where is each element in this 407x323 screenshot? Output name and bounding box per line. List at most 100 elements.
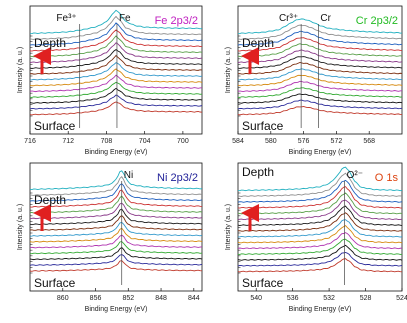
spectrum-line — [29, 54, 203, 75]
fe-2p32-panel: Fe³⁺ Fe 716 712 708 704 700 Fe 2p3/2 Depth Su… — [17, 5, 203, 156]
spectrum-line — [237, 225, 403, 244]
spectrum-line — [29, 42, 203, 64]
x-ticks: 716 712 708 704 700 — [24, 131, 189, 145]
x-tick-label: 528 — [360, 295, 372, 302]
x-tick-label: 704 — [139, 138, 151, 145]
x-tick-label: 572 — [331, 138, 343, 145]
peak-markers: Fe³⁺ Fe — [56, 13, 131, 128]
x-axis-label: Binding Energy (eV) — [85, 149, 148, 156]
y-axis-label: Intensity (a. u.) — [225, 47, 232, 93]
spectrum-line — [29, 227, 203, 243]
y-ticks — [30, 35, 33, 117]
spectrum-line — [237, 49, 403, 64]
panel-title: Ni 2p3/2 — [157, 172, 198, 184]
ni-2p32-panel: Ni 860 856 852 848 844 Ni 2p3/2 Depth Surfac… — [17, 162, 203, 313]
o-1s-panel: O²⁻ 540 536 532 528 524 O 1s Depth Surface B… — [225, 162, 407, 313]
spectrum-line — [237, 205, 403, 226]
y-ticks — [238, 192, 241, 274]
spectrum-line — [237, 166, 403, 192]
spectrum-line — [29, 208, 203, 226]
x-tick-label: 524 — [396, 295, 407, 302]
x-tick-label: 712 — [62, 138, 74, 145]
x-tick-label: 568 — [363, 138, 375, 145]
spectrum-line — [29, 81, 203, 98]
x-ticks: 540 536 532 528 524 — [250, 288, 407, 302]
spectrum-line — [237, 219, 403, 238]
x-ticks: 584 580 576 572 568 — [232, 131, 375, 145]
spectrum-line — [237, 186, 403, 209]
x-tick-label: 848 — [155, 295, 167, 302]
spectrum-line — [237, 18, 403, 35]
spectrum-line — [237, 251, 403, 267]
spectrum-line — [29, 189, 203, 208]
peak-markers: Cr³⁺ Cr — [279, 13, 332, 128]
spectra-curves — [237, 18, 403, 116]
x-tick-label: 852 — [122, 295, 134, 302]
spectrum-line — [29, 62, 203, 81]
peak-marker-label: Cr — [320, 13, 331, 24]
y-ticks — [238, 35, 241, 117]
spectrum-line — [237, 61, 403, 75]
spectrum-line — [237, 238, 403, 255]
x-tick-label: 844 — [188, 295, 200, 302]
spectrum-line — [29, 183, 203, 202]
spectrum-line — [29, 234, 203, 249]
spectrum-line — [29, 94, 203, 110]
spectrum-line — [29, 22, 203, 46]
x-tick-label: 700 — [177, 138, 189, 145]
spectrum-line — [29, 176, 203, 196]
panel-title: Cr 2p3/2 — [356, 15, 398, 27]
x-tick-label: 716 — [24, 138, 36, 145]
peak-markers: Ni — [121, 170, 133, 285]
spectrum-line — [29, 35, 203, 58]
spectrum-line — [29, 170, 203, 191]
y-axis-label: Intensity (a. u.) — [17, 204, 24, 250]
depth-label: Depth — [34, 193, 66, 207]
x-tick-label: 708 — [101, 138, 113, 145]
peak-marker-label: O²⁻ — [347, 170, 363, 181]
spectrum-line — [238, 87, 403, 98]
spectra-curves — [237, 166, 403, 273]
spectrum-line — [29, 9, 203, 35]
spectrum-line — [237, 68, 403, 81]
spectrum-line — [29, 260, 203, 272]
spectrum-line — [29, 214, 203, 231]
panel-title: O 1s — [375, 172, 399, 184]
surface-label: Surface — [242, 119, 284, 133]
y-axis-label: Intensity (a. u.) — [17, 47, 24, 93]
x-tick-label: 576 — [298, 138, 310, 145]
depth-label: Depth — [34, 36, 66, 50]
peak-marker-label: Ni — [124, 170, 133, 181]
spectrum-line — [237, 24, 403, 40]
surface-label: Surface — [34, 119, 76, 133]
spectrum-line — [237, 30, 403, 46]
spectrum-line — [237, 192, 403, 215]
spectrum-line — [237, 74, 403, 87]
spectrum-line — [237, 43, 403, 58]
plot-frame — [237, 162, 403, 292]
spectrum-line — [29, 68, 203, 87]
x-ticks: 860 856 852 848 844 — [57, 288, 200, 302]
plot-frame — [237, 5, 403, 135]
x-tick-label: 584 — [232, 138, 244, 145]
spectrum-line — [237, 232, 403, 250]
spectrum-line — [237, 172, 403, 197]
spectrum-line — [29, 87, 203, 104]
x-axis-label: Binding Energy (eV) — [289, 149, 352, 156]
x-tick-label: 860 — [57, 295, 69, 302]
peak-marker-label: Fe³⁺ — [56, 13, 76, 24]
x-axis-label: Binding Energy (eV) — [85, 306, 148, 313]
spectrum-line — [237, 56, 403, 69]
spectrum-line — [29, 202, 203, 220]
x-tick-label: 580 — [265, 138, 277, 145]
cr-2p32-panel: Cr³⁺ Cr 584 580 576 572 568 Cr 2p3/2 Depth Su… — [225, 5, 403, 156]
spectrum-line — [29, 195, 203, 214]
y-axis-label: Intensity (a. u.) — [225, 204, 232, 250]
depth-label: Depth — [242, 36, 274, 50]
x-tick-label: 536 — [287, 295, 299, 302]
peak-marker-label: Cr³⁺ — [279, 13, 298, 24]
plot-frame — [29, 162, 203, 292]
surface-label: Surface — [242, 276, 284, 290]
panel-title: Fe 2p3/2 — [155, 15, 198, 27]
spectrum-line — [237, 212, 403, 232]
